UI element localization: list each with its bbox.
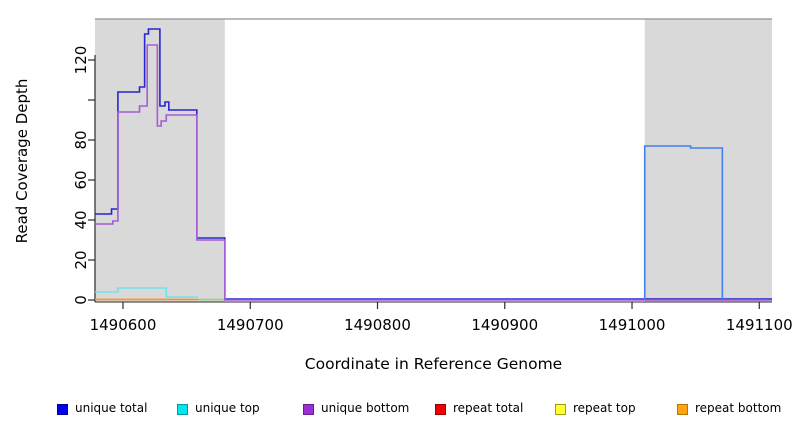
legend-swatch-repeat-total	[435, 404, 446, 415]
x-tick-label: 1490600	[90, 316, 157, 334]
legend-swatch-repeat-top	[555, 404, 566, 415]
legend-label: unique total	[75, 401, 148, 415]
legend-label: repeat bottom	[695, 401, 782, 415]
legend-swatch-unique-top	[177, 404, 188, 415]
x-tick-label: 1490800	[344, 316, 411, 334]
y-tick-label: 120	[72, 46, 90, 75]
y-tick-label: 0	[72, 295, 90, 305]
legend-label: repeat total	[453, 401, 524, 415]
legend-label: unique bottom	[321, 401, 410, 415]
repeat-region-right	[644, 19, 772, 302]
y-tick-label: 40	[72, 210, 90, 229]
y-axis-title: Read Coverage Depth	[13, 78, 31, 244]
legend-swatch-unique-total	[57, 404, 68, 415]
y-tick-label: 20	[72, 250, 90, 269]
x-tick-label: 1491100	[726, 316, 792, 334]
legend-label: unique top	[195, 401, 260, 415]
series-unique-bottom	[95, 44, 772, 301]
legend-swatch-unique-bottom	[303, 404, 314, 415]
x-tick-label: 1490700	[217, 316, 284, 334]
legend: unique total unique top unique bottom repea…	[0, 400, 792, 424]
x-tick-label: 1490900	[471, 316, 538, 334]
y-tick-label: 80	[72, 130, 90, 149]
x-axis-title: Coordinate in Reference Genome	[304, 355, 563, 373]
x-tick-label: 1491000	[599, 316, 666, 334]
legend-label: repeat top	[573, 401, 636, 415]
legend-swatch-repeat-bottom	[677, 404, 688, 415]
series-unique-total-right-block-	[643, 145, 724, 299]
y-tick-label: 60	[72, 170, 90, 189]
series-unique-top	[95, 287, 199, 298]
